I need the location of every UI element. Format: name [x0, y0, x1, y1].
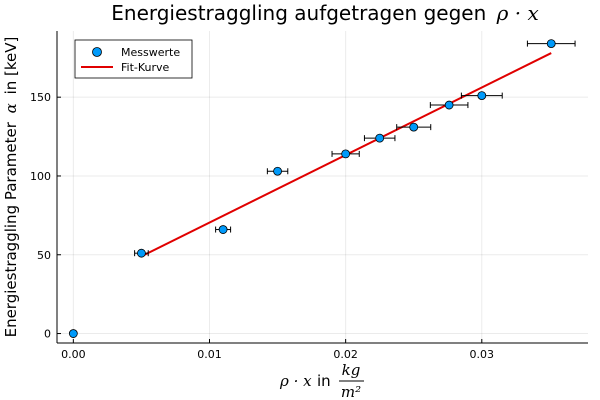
legend-label-fit: Fit-Kurve	[121, 61, 170, 74]
y-tick-label: 50	[37, 249, 51, 262]
ticks: 0.00 0.01 0.02 0.03 0 50 100 150	[30, 91, 494, 361]
data-point	[546, 39, 556, 49]
data-point	[375, 133, 385, 143]
chart-title: Energiestraggling aufgetragen gegen ρ · …	[111, 1, 539, 25]
data-point	[273, 166, 282, 176]
x-tick-label: 0.01	[197, 348, 222, 361]
x-axis-label: ρ · x in kg m²	[279, 361, 364, 400]
data-point	[218, 225, 228, 234]
svg-text:ρ · x: ρ · x	[279, 372, 312, 390]
data-point	[137, 248, 146, 258]
x-unit-numerator: kg	[342, 361, 361, 379]
data-points	[68, 39, 576, 338]
svg-text:in: in	[317, 372, 331, 390]
y-axis-label: Energiestraggling Parameter α in [keV]	[2, 37, 20, 338]
y-tick-label: 100	[30, 170, 51, 183]
legend: Messwerte Fit-Kurve	[74, 39, 193, 79]
x-tick-label: 0.02	[333, 348, 358, 361]
x-unit-denominator: m²	[341, 383, 361, 400]
y-tick-label: 0	[44, 328, 51, 341]
data-point	[444, 100, 454, 110]
data-point	[409, 122, 419, 132]
data-point	[68, 329, 78, 338]
grid	[57, 31, 588, 343]
y-tick-label: 150	[30, 91, 51, 104]
x-tick-label: 0.00	[61, 348, 86, 361]
x-tick-label: 0.03	[470, 348, 495, 361]
legend-marker-messwerte	[92, 47, 102, 57]
data-point	[341, 149, 351, 159]
data-point	[477, 91, 487, 101]
legend-label-messwerte: Messwerte	[121, 46, 180, 59]
